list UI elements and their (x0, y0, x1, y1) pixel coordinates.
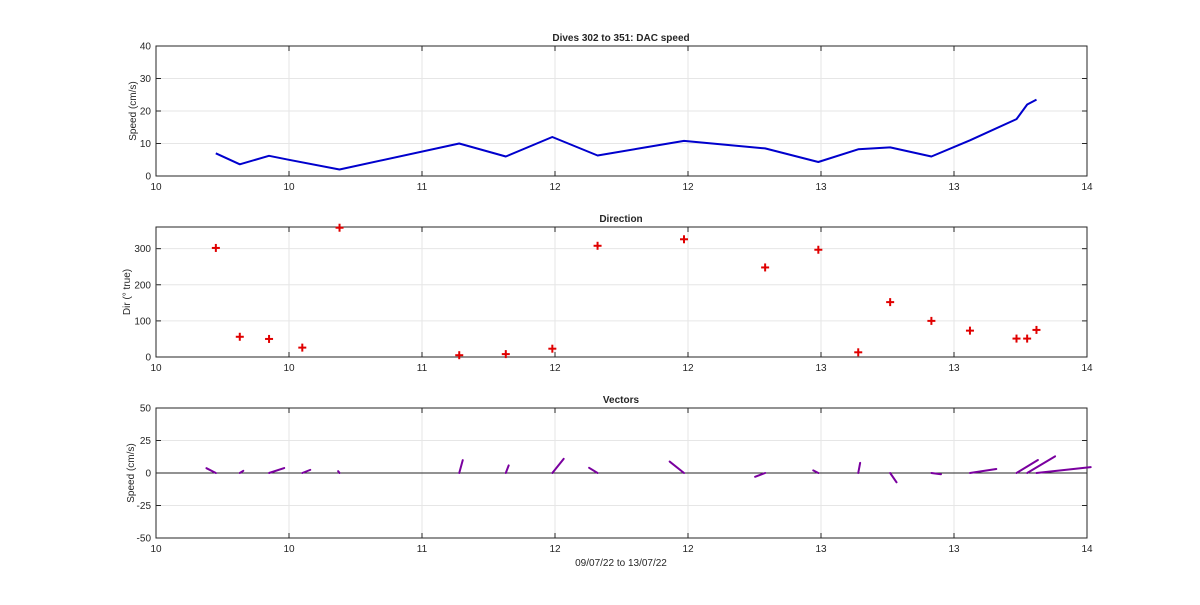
x-tick-label: 14 (1081, 182, 1093, 193)
velocity-vector (889, 472, 898, 484)
x-tick-label: 10 (283, 182, 295, 193)
direction-point (1032, 325, 1041, 334)
y-tick-label: 300 (134, 244, 151, 255)
x-tick-label: 14 (1081, 363, 1093, 374)
direction-point (265, 334, 274, 343)
direction-plot-area (155, 226, 1088, 358)
x-tick-label: 12 (549, 544, 561, 555)
direction-point (455, 351, 464, 360)
x-tick-label: 13 (815, 363, 827, 374)
velocity-vector (238, 469, 245, 474)
x-tick-label: 13 (815, 182, 827, 193)
direction-point (680, 235, 689, 244)
y-tick-label: 20 (140, 107, 152, 118)
y-tick-label: 30 (140, 74, 152, 85)
direction-point (761, 263, 770, 272)
velocity-vector (1015, 459, 1039, 474)
y-tick-label: 40 (140, 42, 152, 53)
x-tick-label: 14 (1081, 544, 1093, 555)
direction-point (1023, 334, 1032, 343)
velocity-vector (812, 469, 820, 474)
x-tick-label: 11 (417, 182, 428, 193)
y-tick-label: 100 (134, 316, 151, 327)
direction-point (211, 243, 220, 252)
direction-point (335, 223, 344, 232)
x-axis-label: 09/07/22 to 13/07/22 (575, 558, 667, 569)
direction-point (965, 326, 974, 335)
x-tick-label: 12 (682, 182, 694, 193)
direction-point (235, 332, 244, 341)
y-tick-label: 0 (145, 353, 151, 364)
y-tick-label: 0 (145, 469, 151, 480)
velocity-vector (205, 467, 217, 474)
direction-point (886, 298, 895, 307)
x-tick-label: 10 (150, 363, 162, 374)
direction-point (593, 241, 602, 250)
velocity-vector (301, 468, 312, 474)
velocity-vector (1035, 466, 1092, 474)
direction-point (1012, 334, 1021, 343)
speed-series-line (215, 98, 1037, 171)
x-tick-label: 11 (417, 544, 428, 555)
velocity-vector (337, 470, 341, 474)
y-tick-label: 200 (134, 280, 151, 291)
y-tick-label: -50 (137, 534, 152, 545)
vectors-chart-title: Vectors (603, 395, 640, 406)
velocity-vector (930, 472, 942, 476)
velocity-vector (551, 457, 565, 474)
vectors-panel: 10 10 11 12 12 13 13 14 -50 -25 0 25 50 Vectors Spee… (126, 395, 1093, 555)
direction-y-axis-label: Dir (° true) (122, 269, 133, 315)
speed-y-axis-label: Speed (cm/s) (128, 81, 139, 140)
direction-chart-title: Direction (599, 214, 642, 225)
x-tick-label: 12 (549, 182, 561, 193)
velocity-vector (268, 467, 286, 474)
x-tick-label: 12 (682, 544, 694, 555)
y-tick-label: -25 (137, 501, 152, 512)
direction-point (814, 245, 823, 254)
x-tick-label: 10 (283, 363, 295, 374)
x-tick-label: 13 (948, 363, 960, 374)
velocity-vector (857, 461, 862, 474)
y-tick-label: 10 (140, 139, 152, 150)
direction-point (854, 348, 863, 357)
speed-chart-title: Dives 302 to 351: DAC speed (552, 33, 689, 44)
x-tick-label: 10 (150, 544, 162, 555)
velocity-vector (588, 466, 599, 474)
x-tick-label: 13 (815, 544, 827, 555)
direction-point (298, 343, 307, 352)
direction-point (548, 344, 557, 353)
x-tick-label: 13 (948, 544, 960, 555)
x-tick-label: 12 (549, 363, 561, 374)
x-tick-label: 11 (417, 363, 428, 374)
x-tick-label: 10 (283, 544, 295, 555)
velocity-vector (668, 460, 686, 474)
x-tick-label: 13 (948, 182, 960, 193)
x-tick-label: 12 (682, 363, 694, 374)
y-tick-label: 50 (140, 404, 152, 415)
x-tick-label: 10 (150, 182, 162, 193)
direction-point (501, 350, 510, 359)
direction-panel: 10 10 11 12 12 13 13 14 0 100 200 300 Direction Dir… (122, 214, 1093, 374)
velocity-vector (504, 464, 510, 474)
y-tick-label: 25 (140, 436, 152, 447)
y-tick-label: 0 (145, 172, 151, 183)
velocity-vector (1026, 455, 1057, 474)
velocity-vector (458, 459, 464, 474)
direction-point (927, 316, 936, 325)
vectors-y-axis-label: Speed (cm/s) (126, 443, 137, 502)
velocity-vector (754, 472, 767, 478)
velocity-vector (968, 467, 998, 474)
